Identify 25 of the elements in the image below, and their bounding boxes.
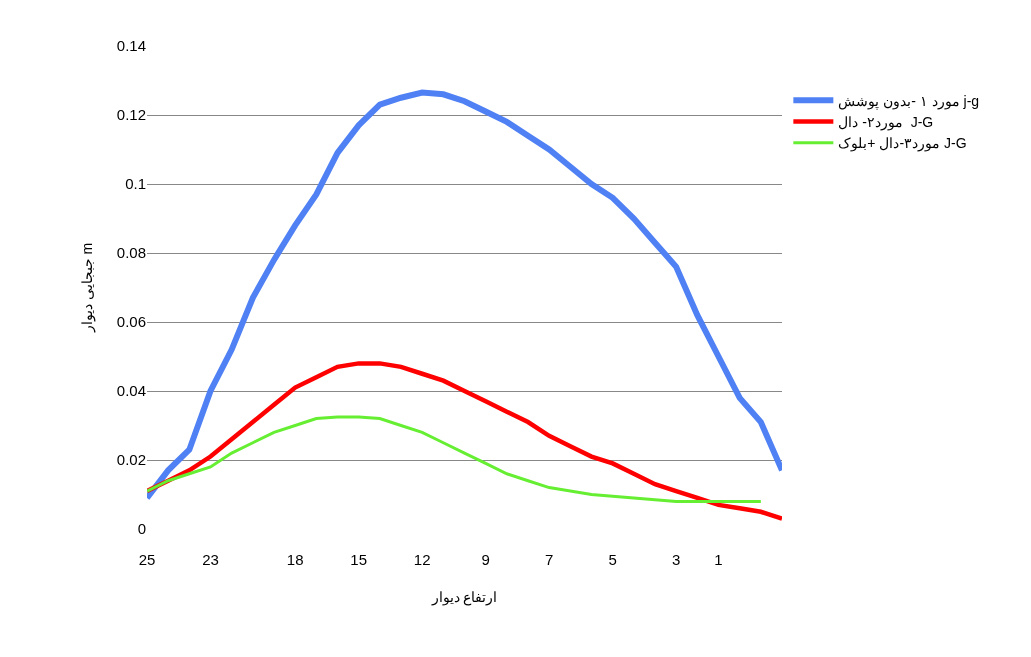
y-tick-label: 0.14 [116, 37, 146, 55]
x-tick-label: 23 [202, 551, 219, 568]
x-axis-title: ارتفاع دیوار [430, 589, 498, 607]
y-tick-label: 0.02 [116, 451, 146, 469]
x-tick-label: 5 [608, 551, 617, 568]
x-tick-label: 25 [138, 551, 156, 568]
y-tick-label: 0.12 [116, 106, 146, 124]
legend-label: مورد۲- دال J-G [838, 113, 934, 131]
x-tick-label: 12 [413, 551, 431, 568]
y-tick-label: 0.08 [116, 244, 146, 262]
x-tick-label: 1 [714, 551, 723, 568]
line-series [147, 415, 763, 503]
legend-label: مورد۳-دال +بلوک J-G [838, 135, 967, 153]
y-tick-label: 0.04 [116, 382, 146, 400]
legend-label: مورد ۱ -بدون پوشش j-g [838, 92, 980, 110]
y-tick-label: 0.1 [125, 175, 146, 193]
y-tick-label: 0 [137, 520, 146, 538]
y-axis-title: جبجایی دیوار m [79, 242, 97, 334]
y-tick-label: 0.06 [116, 313, 146, 331]
x-tick-label: 15 [350, 551, 368, 568]
x-tick-label: 18 [286, 551, 304, 568]
line-series [147, 361, 782, 521]
x-tick-label: 7 [545, 551, 554, 568]
x-tick-label: 3 [672, 551, 681, 568]
x-tick-label: 9 [481, 551, 490, 568]
